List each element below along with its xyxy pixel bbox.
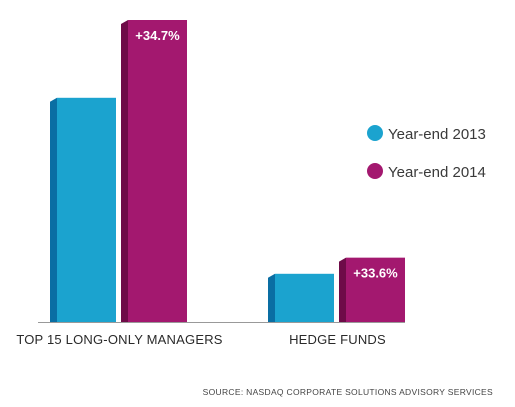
bar-2014-hedge-funds [339, 257, 405, 322]
bar-front-face [57, 97, 116, 323]
bar-2014-long-only [121, 20, 187, 322]
bars-layer [38, 20, 405, 323]
legend-label-2013: Year-end 2013 [388, 126, 486, 143]
bar-front-face [128, 20, 187, 322]
bar-front-face [275, 273, 334, 322]
source-note: SOURCE: NASDAQ CORPORATE SOLUTIONS ADVIS… [203, 387, 493, 397]
bar-2013-hedge-funds [268, 273, 334, 322]
category-label: TOP 15 LONG-ONLY MANAGERS [16, 332, 222, 347]
legend-swatch-2014 [367, 163, 383, 179]
bar-side-face [268, 273, 275, 322]
bar-side-face [339, 257, 346, 322]
category-label: HEDGE FUNDS [289, 332, 386, 347]
legend-swatch-2013 [367, 125, 383, 141]
bar-side-face [50, 97, 57, 323]
legend-item-2014: Year-end 2014 [367, 163, 486, 181]
legend: Year-end 2013 Year-end 2014 [367, 125, 486, 181]
labels-layer: +34.7% TOP 15 LONG-ONLY MANAGERS +33.6% HED… [16, 28, 398, 347]
data-label: +34.7% [135, 28, 180, 43]
bar-side-face [121, 20, 128, 322]
data-label: +33.6% [353, 266, 398, 281]
legend-item-2013: Year-end 2013 [367, 125, 486, 143]
legend-label-2014: Year-end 2014 [388, 164, 486, 181]
bar-front-face [346, 257, 405, 322]
bar-2013-long-only [50, 97, 116, 323]
